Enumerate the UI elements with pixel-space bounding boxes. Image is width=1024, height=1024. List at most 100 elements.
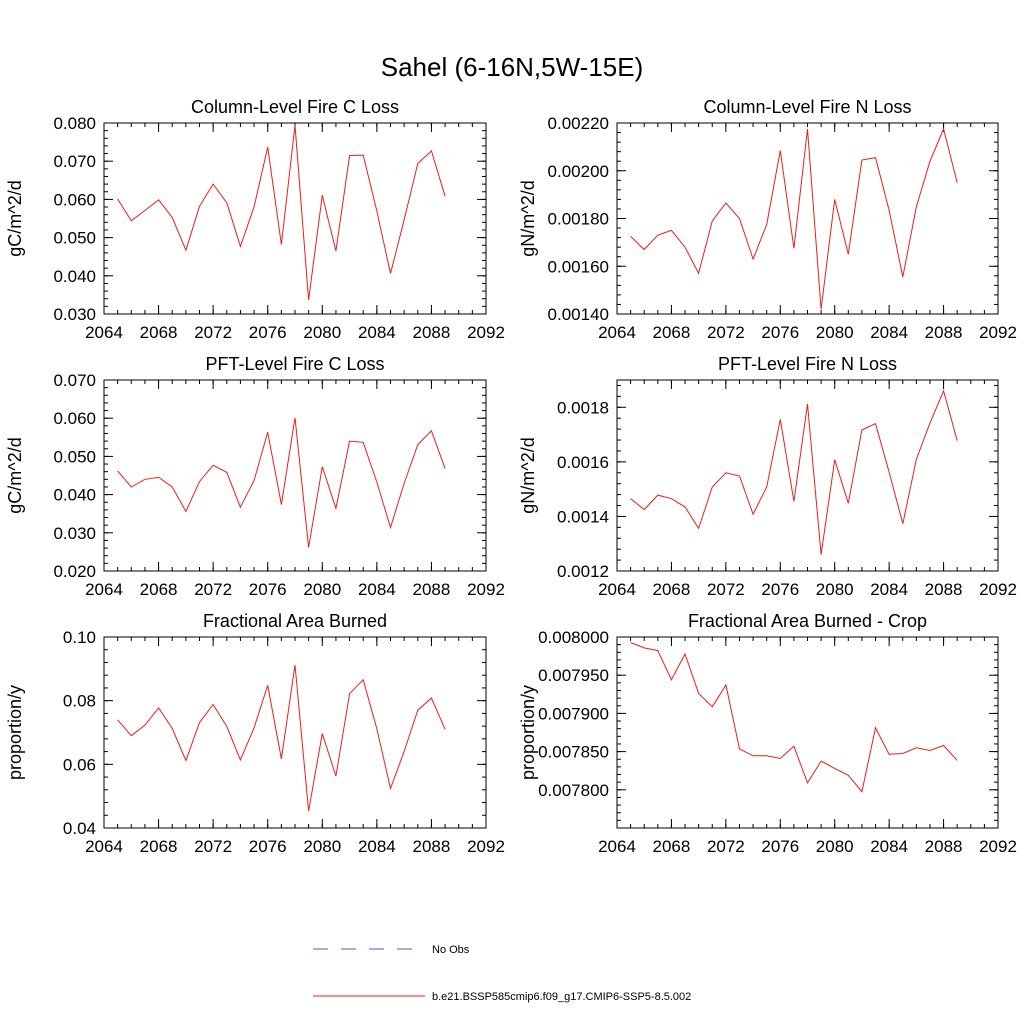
y-tick-label: 0.008000 bbox=[538, 628, 609, 647]
chart-panel-1: 2064 2068 2072 2076 2080 2084 2088 2092 0.00140 0… bbox=[518, 97, 1017, 342]
x-tick-label: 2080 bbox=[303, 580, 341, 599]
x-tick-label: 2084 bbox=[870, 323, 908, 342]
x-tick-label: 2064 bbox=[598, 837, 636, 856]
x-tick-label: 2088 bbox=[925, 837, 963, 856]
y-axis-label: gN/m^2/d bbox=[518, 180, 538, 256]
series-line-0 bbox=[117, 664, 446, 812]
y-tick-label: 0.06 bbox=[63, 755, 96, 774]
plot-frame bbox=[103, 379, 487, 572]
y-tick-label: 0.00220 bbox=[548, 114, 609, 133]
x-tick-label: 2076 bbox=[249, 580, 287, 599]
plot-frame bbox=[616, 122, 999, 315]
y-tick-label: 0.007800 bbox=[538, 781, 609, 800]
x-tick-label: 2088 bbox=[413, 580, 451, 599]
y-tick-label: 0.020 bbox=[53, 562, 96, 581]
y-tick-label: 0.050 bbox=[53, 229, 96, 248]
plot-frame bbox=[616, 379, 999, 572]
x-tick-label: 2064 bbox=[598, 323, 636, 342]
chart-panel-3: 2064 2068 2072 2076 2080 2084 2088 2092 0.0012 0.… bbox=[518, 354, 1017, 599]
x-tick-label: 2088 bbox=[925, 580, 963, 599]
panel-title: Column-Level Fire C Loss bbox=[191, 97, 399, 117]
y-tick-label: 0.00140 bbox=[548, 305, 609, 324]
chart-panel-5: 2064 2068 2072 2076 2080 2084 2088 2092 0.007800… bbox=[518, 611, 1017, 856]
y-tick-label: 0.0016 bbox=[557, 453, 609, 472]
x-tick-label: 2068 bbox=[140, 323, 178, 342]
x-tick-label: 2068 bbox=[653, 323, 691, 342]
x-tick-label: 2092 bbox=[467, 323, 505, 342]
y-tick-label: 0.070 bbox=[53, 371, 96, 390]
y-axis-label: gC/m^2/d bbox=[5, 437, 25, 513]
y-tick-label: 0.050 bbox=[53, 447, 96, 466]
panel-title: Column-Level Fire N Loss bbox=[703, 97, 911, 117]
series-line-0 bbox=[630, 642, 958, 793]
x-tick-label: 2076 bbox=[761, 837, 799, 856]
x-tick-label: 2072 bbox=[194, 837, 232, 856]
x-tick-label: 2088 bbox=[925, 323, 963, 342]
panel-title: PFT-Level Fire N Loss bbox=[718, 354, 897, 374]
x-tick-label: 2076 bbox=[249, 837, 287, 856]
x-tick-label: 2064 bbox=[85, 837, 123, 856]
plot-frame bbox=[103, 122, 487, 315]
y-tick-label: 0.08 bbox=[63, 692, 96, 711]
legend: No Obs b.e21.BSSP585cmip6.f09_g17.CMIP6-… bbox=[313, 944, 691, 1003]
y-tick-label: 0.040 bbox=[53, 486, 96, 505]
x-tick-label: 2092 bbox=[467, 837, 505, 856]
panel-title: PFT-Level Fire C Loss bbox=[205, 354, 384, 374]
x-tick-label: 2088 bbox=[413, 837, 451, 856]
x-tick-label: 2080 bbox=[303, 323, 341, 342]
y-tick-label: 0.00180 bbox=[548, 210, 609, 229]
y-tick-label: 0.0018 bbox=[557, 398, 609, 417]
x-tick-label: 2092 bbox=[979, 580, 1017, 599]
chart-panels: 2064 2068 2072 2076 2080 2084 2088 2092 0.030 0.0… bbox=[5, 97, 1017, 856]
y-tick-label: 0.10 bbox=[63, 628, 96, 647]
chart-panel-4: 2064 2068 2072 2076 2080 2084 2088 2092 0.04 0.06… bbox=[5, 611, 505, 856]
x-tick-label: 2064 bbox=[598, 580, 636, 599]
x-tick-label: 2064 bbox=[85, 580, 123, 599]
figure-title: Sahel (6-16N,5W-15E) bbox=[381, 52, 644, 82]
y-tick-label: 0.070 bbox=[53, 152, 96, 171]
x-tick-label: 2084 bbox=[358, 323, 396, 342]
chart-panel-2: 2064 2068 2072 2076 2080 2084 2088 2092 0.020 0.0… bbox=[5, 354, 505, 599]
y-tick-label: 0.060 bbox=[53, 409, 96, 428]
y-axis-label: proportion/y bbox=[5, 685, 25, 780]
y-axis-label: proportion/y bbox=[518, 685, 538, 780]
x-tick-label: 2092 bbox=[979, 323, 1017, 342]
x-tick-label: 2080 bbox=[303, 837, 341, 856]
plot-frame bbox=[103, 636, 487, 829]
plot-frame bbox=[616, 636, 999, 829]
legend-label-no-obs: No Obs bbox=[432, 944, 470, 956]
x-tick-label: 2072 bbox=[194, 323, 232, 342]
x-tick-label: 2080 bbox=[816, 837, 854, 856]
series-line-0 bbox=[630, 389, 958, 555]
y-tick-label: 0.060 bbox=[53, 190, 96, 209]
x-tick-label: 2084 bbox=[358, 580, 396, 599]
y-axis-label: gC/m^2/d bbox=[5, 180, 25, 256]
y-tick-label: 0.0014 bbox=[557, 507, 609, 526]
series-line-0 bbox=[630, 127, 958, 310]
x-tick-label: 2072 bbox=[707, 580, 745, 599]
x-tick-label: 2084 bbox=[870, 580, 908, 599]
y-tick-label: 0.007950 bbox=[538, 666, 609, 685]
x-tick-label: 2088 bbox=[413, 323, 451, 342]
x-tick-label: 2072 bbox=[707, 323, 745, 342]
y-tick-label: 0.00200 bbox=[548, 162, 609, 181]
x-tick-label: 2084 bbox=[870, 837, 908, 856]
x-tick-label: 2076 bbox=[249, 323, 287, 342]
x-tick-label: 2080 bbox=[816, 323, 854, 342]
x-tick-label: 2068 bbox=[653, 837, 691, 856]
x-tick-label: 2072 bbox=[194, 580, 232, 599]
y-tick-label: 0.0012 bbox=[557, 562, 609, 581]
x-tick-label: 2092 bbox=[979, 837, 1017, 856]
panel-title: Fractional Area Burned - Crop bbox=[688, 611, 927, 631]
y-tick-label: 0.030 bbox=[53, 524, 96, 543]
panel-title: Fractional Area Burned bbox=[203, 611, 387, 631]
x-tick-label: 2080 bbox=[816, 580, 854, 599]
y-tick-label: 0.007900 bbox=[538, 704, 609, 723]
x-tick-label: 2068 bbox=[140, 837, 178, 856]
x-tick-label: 2076 bbox=[761, 580, 799, 599]
y-tick-label: 0.080 bbox=[53, 114, 96, 133]
x-tick-label: 2068 bbox=[140, 580, 178, 599]
chart-panel-0: 2064 2068 2072 2076 2080 2084 2088 2092 0.030 0.0… bbox=[5, 97, 505, 342]
series-line-0 bbox=[117, 417, 446, 548]
